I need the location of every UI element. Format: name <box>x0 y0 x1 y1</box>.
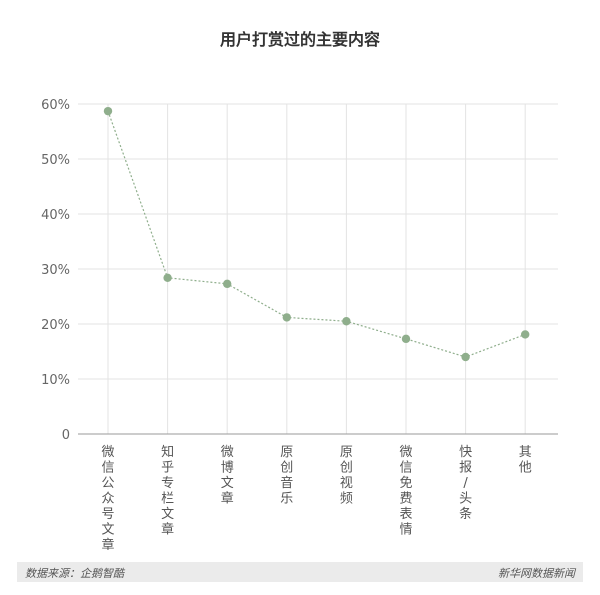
x-tick-label: 微博文章 <box>221 445 234 507</box>
data-point <box>103 106 113 116</box>
chart-title: 用户打赏过的主要内容 <box>220 30 380 49</box>
y-tick-label: 20% <box>41 318 70 333</box>
data-point <box>342 317 351 326</box>
line-chart: 用户打赏过的主要内容 0 10% 20% 30% 40% 50% 60% 微信公众号文章 知乎… <box>41 30 558 553</box>
y-tick-label: 40% <box>41 208 70 223</box>
y-tick-label: 30% <box>41 263 70 278</box>
x-tick-label: 微信免费表情 <box>399 445 412 538</box>
x-tick-label: 快报/头条 <box>459 445 472 522</box>
x-tick-label: 微信公众号文章 <box>101 445 114 553</box>
data-point <box>282 313 291 322</box>
brand-credit: 新华网数据新闻 <box>498 567 575 580</box>
x-tick-label: 原创音乐 <box>280 445 293 507</box>
data-points <box>103 106 530 362</box>
grid <box>78 103 558 435</box>
data-point <box>223 279 232 289</box>
footer-bar: 数据来源：企鹅智酷 新华网数据新闻 <box>17 562 583 582</box>
data-point <box>521 330 530 339</box>
x-axis-labels: 微信公众号文章 知乎专栏文章 微博文章 原创音乐 原创视频 微信免费表情 快报/头条 其他 <box>101 444 531 553</box>
data-source: 数据来源：企鹅智酷 <box>25 567 124 580</box>
data-point <box>461 352 470 362</box>
x-tick-label: 原创视频 <box>340 445 353 507</box>
y-tick-label: 10% <box>41 373 70 388</box>
x-tick-label: 其他 <box>519 445 532 476</box>
y-tick-label: 0 <box>62 428 70 443</box>
y-tick-label: 50% <box>41 153 70 168</box>
series-line <box>107 110 526 358</box>
y-tick-label: 60% <box>41 98 70 113</box>
y-axis-ticks: 0 10% 20% 30% 40% 50% 60% <box>41 98 70 443</box>
x-tick-label: 知乎专栏文章 <box>161 444 174 538</box>
data-point <box>401 334 411 344</box>
data-point <box>163 273 172 282</box>
